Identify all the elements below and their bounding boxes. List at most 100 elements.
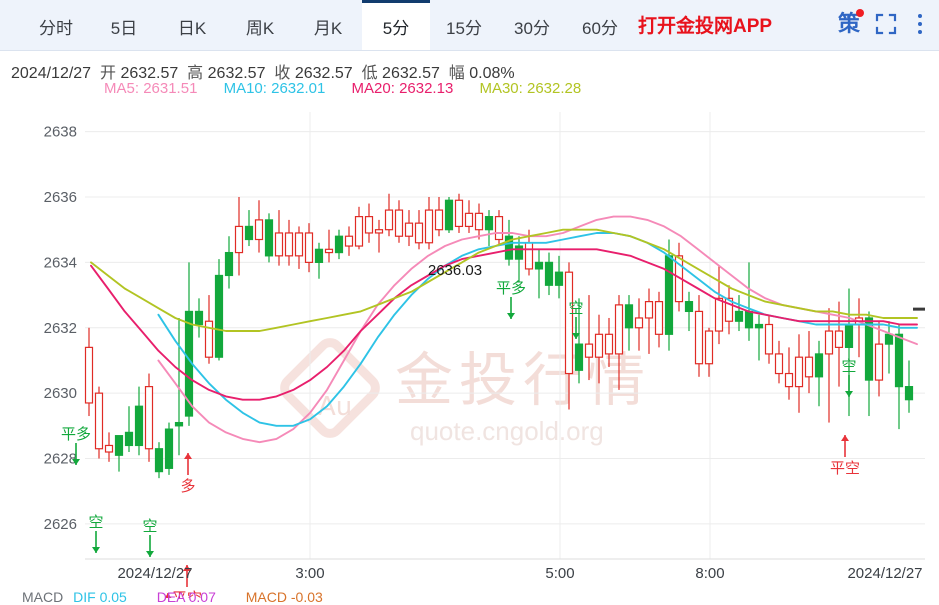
candle-body (344, 235, 354, 247)
ma10-value: 2632.01 (271, 80, 326, 97)
tab-月K[interactable]: 月K (294, 0, 362, 50)
candle-body (784, 372, 794, 388)
signal-annotations: 平多空空平空平空多平多空空平空 (61, 279, 860, 598)
x-axis-label: 2024/12/27 (117, 565, 192, 582)
candle-body (384, 209, 394, 231)
tab-30分[interactable]: 30分 (498, 0, 566, 50)
macd-dif-value: 0.05 (99, 589, 127, 605)
candle-body (244, 225, 254, 241)
candle-body (224, 251, 234, 277)
candle-body (574, 343, 584, 371)
candle-body (644, 301, 654, 319)
candle-body (734, 310, 744, 322)
candle-body (714, 297, 724, 332)
candle-body (504, 235, 514, 260)
tab-周K[interactable]: 周K (226, 0, 294, 50)
tab-label: 周K (245, 19, 275, 38)
signal-arrow-head (845, 391, 853, 397)
open-app-cta[interactable]: 打开金投网APP (638, 16, 773, 37)
candle-body (724, 297, 734, 322)
notification-dot-icon (856, 9, 865, 17)
candle-body (774, 353, 784, 375)
macd-dea-value: 0.07 (188, 589, 216, 605)
candle-body (584, 343, 594, 358)
signal-arrow-head (164, 593, 172, 598)
menu-dot-2 (918, 22, 922, 26)
candle-body (404, 222, 414, 237)
candle-body (204, 320, 214, 358)
signal-marker: 平空 (164, 593, 172, 598)
ma30-name: MA30 (479, 80, 519, 97)
signal-arrow-head (92, 547, 100, 553)
candle-body (664, 255, 674, 335)
quote-summary-row: 2024/12/27 开 2632.57 高 2632.57 收 2632.57… (11, 59, 515, 83)
candle-body (764, 323, 774, 355)
candle-body (144, 386, 154, 450)
watermark-logo-icon (280, 338, 380, 438)
tab-15分[interactable]: 15分 (430, 0, 498, 50)
close-value: 2632.57 (294, 65, 353, 82)
candle-body (534, 261, 544, 270)
candlestick-chart[interactable]: Au 金投行情 quote.cngold.org 2638 2636 2634 2632 26… (0, 103, 939, 598)
candle-body (104, 444, 114, 453)
candle-body (194, 310, 204, 326)
candle-body (414, 222, 424, 244)
candle-body (284, 232, 294, 257)
signal-arrow-head (184, 453, 192, 459)
signal-marker: 多 (180, 453, 196, 495)
signal-arrow-head (72, 459, 80, 465)
candle-body (614, 304, 624, 355)
tab-5分[interactable]: 5分 (362, 0, 430, 50)
candle-body (94, 392, 104, 450)
candle-body (434, 209, 444, 231)
candle-body (754, 323, 764, 329)
period-tabbar: 分时 5日 日K 周K 月K 5分 15分 30分 60分 打开金投网APP 策 (0, 0, 939, 51)
candle-body (114, 435, 124, 456)
candle-body (684, 301, 694, 313)
candle-body (604, 333, 614, 355)
candle-body (564, 271, 574, 375)
fullscreen-icon[interactable] (875, 13, 897, 35)
ma20-legend: MA20: 2632.13 (351, 80, 454, 97)
y-axis-label: 2626 (44, 516, 77, 533)
candle-body (264, 219, 274, 257)
ma5-value: 2631.51 (143, 80, 198, 97)
open-value: 2632.57 (120, 65, 179, 82)
macd-dif-label: DIF (73, 589, 96, 605)
candle-body (474, 212, 484, 231)
y-axis-label: 2628 (44, 451, 77, 468)
signal-label: 多 (180, 477, 195, 495)
signal-arrow-head (572, 333, 580, 339)
tab-分时[interactable]: 分时 (22, 0, 90, 50)
candle-body (304, 232, 314, 263)
candle-body (864, 317, 874, 381)
signal-marker: 平多 (61, 425, 91, 465)
candle-body (164, 428, 174, 469)
signal-marker: 平多 (496, 279, 526, 319)
ma-line-ma20 (90, 248, 918, 401)
candle-body (874, 343, 884, 381)
y-axis-label: 2634 (44, 254, 77, 271)
tab-日K[interactable]: 日K (158, 0, 226, 50)
candle-body (544, 261, 554, 286)
more-vertical-icon[interactable] (911, 11, 929, 37)
change-label: 幅 (448, 65, 465, 82)
strategy-icon-label: 策 (838, 11, 861, 36)
strategy-icon[interactable]: 策 (838, 9, 865, 38)
candle-body (324, 248, 334, 254)
candle-body (274, 232, 284, 257)
signal-arrow-head (507, 313, 515, 319)
candle-body (484, 216, 494, 231)
signal-arrow-head (841, 435, 849, 441)
open-label: 开 (99, 65, 116, 82)
tab-5日[interactable]: 5日 (90, 0, 158, 50)
candle-body (334, 235, 344, 254)
tab-60分[interactable]: 60分 (566, 0, 634, 50)
macd-value-number: -0.03 (290, 589, 323, 605)
signal-marker: 空 (88, 513, 104, 553)
tab-label: 60分 (582, 19, 618, 38)
change-value: 0.08% (469, 65, 515, 82)
candle-body (834, 330, 844, 348)
macd-dea-label: DEA (156, 589, 185, 605)
